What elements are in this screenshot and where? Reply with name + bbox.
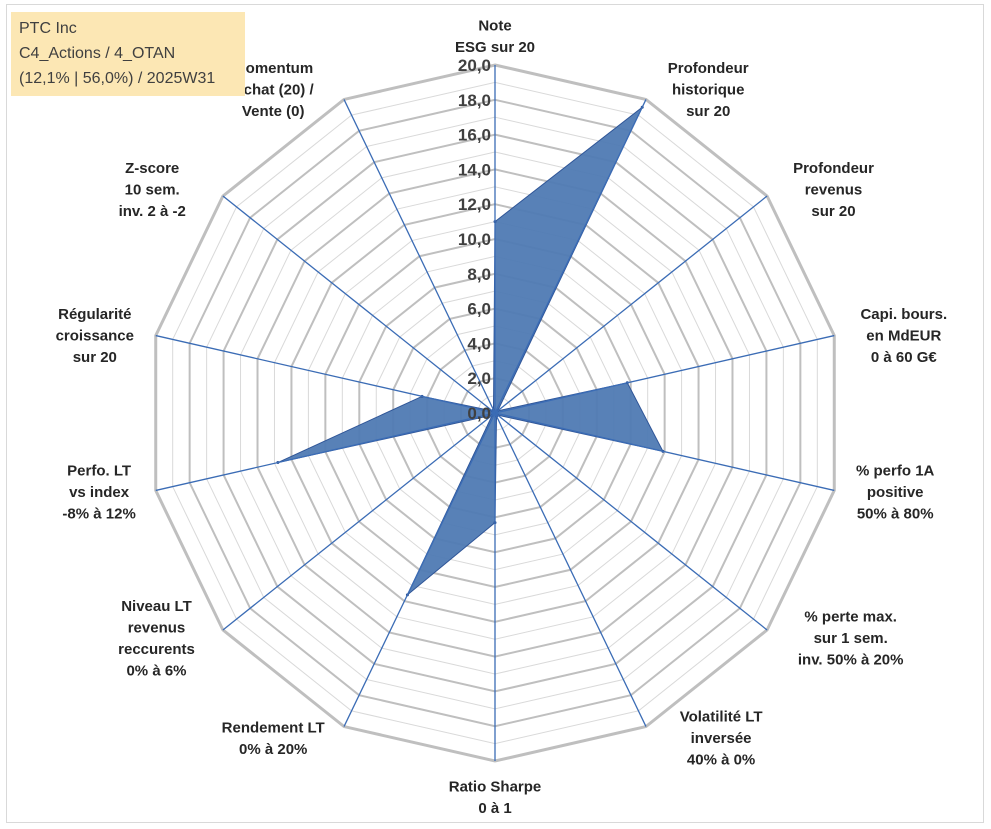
axis-label: Ratio Sharpe 0 à 1: [449, 779, 542, 818]
axis-label-line: revenus: [805, 181, 863, 198]
radar-spoke: [494, 412, 647, 727]
axis-label-line: revenus: [128, 620, 186, 637]
axis-label-line: sur 20: [686, 103, 730, 120]
radar-tick-label: 20,0: [458, 56, 491, 75]
axis-label: Niveau LT revenus reccurents 0% à 6%: [118, 598, 195, 680]
radar-spoke: [343, 412, 496, 727]
radar-spoke: [222, 195, 496, 414]
axis-label-line: 0 à 1: [478, 800, 511, 817]
axis-label-line: historique: [672, 81, 745, 98]
radar-spoke: [494, 334, 835, 414]
axis-label-line: Achat (20) /: [233, 81, 315, 98]
axis-label-line: 0% à 20%: [239, 741, 307, 758]
axis-label: Z-score 10 sem. inv. 2 à -2: [119, 160, 186, 220]
radar-spoke: [155, 412, 496, 492]
axis-label: Capi. bours. en MdEUR 0 à 60 G€: [860, 306, 947, 366]
axis-label-line: -8% à 12%: [62, 506, 135, 523]
radar-spoke: [494, 195, 768, 414]
axis-label-line: % perfo 1A: [856, 463, 935, 480]
radar-tick-label: 14,0: [458, 160, 491, 179]
chart-frame: [6, 4, 984, 823]
axis-label-line: Z-score: [125, 160, 179, 177]
axis-label-line: % perte max.: [804, 609, 897, 626]
radar-tick-label: 12,0: [458, 195, 491, 214]
axis-label-line: sur 1 sem.: [814, 630, 888, 647]
radar-tick-label: 6,0: [467, 300, 491, 319]
radar-spoke: [494, 412, 768, 631]
axis-label-line: Profondeur: [793, 160, 874, 177]
axis-label-line: sur 20: [73, 349, 117, 366]
axis-label-line: Profondeur: [668, 60, 749, 77]
axis-label: Profondeur historique sur 20: [668, 60, 749, 120]
axis-label: Note ESG sur 20: [455, 18, 535, 57]
axis-label-line: reccurents: [118, 641, 195, 658]
radar-tick-label: 0,0: [467, 404, 491, 423]
radar-tick-label: 16,0: [458, 126, 491, 145]
axis-label: Momentum Achat (20) / Vente (0): [233, 60, 315, 120]
radar-spoke: [494, 412, 835, 492]
axis-label-line: inversée: [691, 730, 752, 747]
axis-label-line: Momentum: [233, 60, 313, 77]
axis-label-line: ESG sur 20: [455, 39, 535, 56]
axis-label-line: Ratio Sharpe: [449, 779, 542, 796]
axis-label: Volatilité LT inversée 40% à 0%: [680, 709, 763, 769]
axis-label-line: Capi. bours.: [860, 306, 947, 323]
axis-label-line: Volatilité LT: [680, 709, 763, 726]
axis-label-line: Régularité: [58, 306, 131, 323]
info-box: PTC Inc C4_Actions / 4_OTAN (12,1% | 56,…: [11, 12, 245, 96]
classification: C4_Actions / 4_OTAN: [19, 45, 176, 62]
axis-label-line: sur 20: [811, 203, 855, 220]
radar-spoke: [155, 334, 496, 414]
radar-spoke: [222, 412, 496, 631]
radar-spoke: [494, 99, 647, 414]
axis-label-line: inv. 2 à -2: [119, 203, 186, 220]
axis-label: % perte max. sur 1 sem. inv. 50% à 20%: [798, 609, 904, 669]
radar-tick-labels: 0,0 2,0 4,0 6,0 8,0 10,0 12,0 14,0 16,0 18,0 20,0: [458, 56, 491, 423]
axis-label-line: Perfo. LT: [67, 463, 131, 480]
axis-label-line: 40% à 0%: [687, 752, 755, 769]
axis-label-line: inv. 50% à 20%: [798, 652, 904, 669]
axis-label: Rendement LT 0% à 20%: [222, 719, 325, 758]
axis-label-line: 0% à 6%: [126, 663, 186, 680]
axis-label-line: croissance: [56, 327, 134, 344]
radar-spokes: [155, 65, 835, 761]
radar-tick-label: 2,0: [467, 369, 491, 388]
axis-label: % perfo 1A positive 50% à 80%: [856, 463, 935, 523]
axis-label-line: vs index: [69, 484, 130, 501]
axis-label-line: 50% à 80%: [857, 506, 934, 523]
axis-label-line: 0 à 60 G€: [871, 349, 938, 366]
axis-label: Perfo. LT vs index -8% à 12%: [62, 463, 135, 523]
axis-label: Profondeur revenus sur 20: [793, 160, 874, 220]
radar-tick-label: 10,0: [458, 230, 491, 249]
radar-spoke: [343, 99, 496, 414]
radar-tick-label: 8,0: [467, 265, 491, 284]
radar-tick-label: 18,0: [458, 91, 491, 110]
axis-label-line: Rendement LT: [222, 719, 325, 736]
axis-label-line: Vente (0): [242, 103, 305, 120]
company-name: PTC Inc: [19, 20, 77, 37]
axis-label: Régularité croissance sur 20: [56, 306, 134, 366]
radar-axis-labels: Note ESG sur 20 Profondeur historique sur 20…: [56, 18, 948, 818]
axis-label-line: en MdEUR: [866, 327, 941, 344]
radar-tick-label: 4,0: [467, 334, 491, 353]
axis-label-line: 10 sem.: [125, 181, 180, 198]
axis-label-line: positive: [867, 484, 924, 501]
axis-label-line: Niveau LT: [121, 598, 192, 615]
score-summary: (12,1% | 56,0%) / 2025W31: [19, 70, 216, 87]
axis-label-line: Note: [478, 18, 511, 35]
